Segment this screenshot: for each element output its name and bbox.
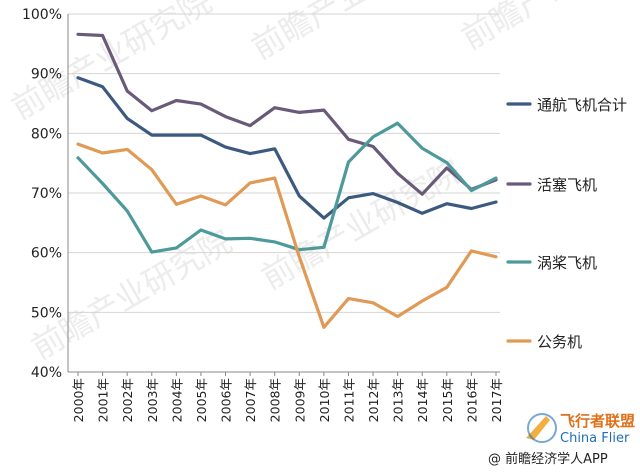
series-line-涡桨飞机 [76,121,498,254]
x-tick-label: 2000年 [71,378,86,422]
series-lines [76,32,498,329]
watermark-text: 前瞻产业研究院 [455,0,640,57]
x-tick-label: 2015年 [440,378,455,422]
axes [67,14,500,376]
watermark-text: 前瞻产业研究院 [245,0,458,67]
badge-title: 飞行者联盟 [560,412,635,430]
series-line-通航飞机合计 [76,76,498,220]
x-tick-label: 2012年 [366,378,381,422]
y-tick-label: 100% [22,7,62,23]
legend-label: 公务机 [537,333,582,351]
y-tick-label: 40% [31,365,62,381]
x-tick-label: 2008年 [268,378,283,422]
y-tick-labels: 40% 50% 60% 70% 80% 90% 100% [22,7,62,381]
x-tick-label: 2016年 [464,378,479,422]
watermark-text: 前瞻产业研究院 [25,222,238,367]
x-tick-label: 2001年 [96,378,111,422]
x-tick-label: 2007年 [243,378,258,422]
y-tick-label: 80% [31,126,62,142]
grid-lines [68,13,500,373]
x-tick-label: 2011年 [341,378,356,422]
series-line-公务机 [76,142,498,329]
legend-label: 通航飞机合计 [537,96,627,114]
y-tick-label: 60% [31,246,62,262]
x-tick-label: 2014年 [415,378,430,422]
x-tick-label: 2017年 [489,378,504,422]
x-tick-label: 2004年 [169,378,184,422]
footer-source: @ 前瞻经济学人APP [488,452,608,467]
legend-label: 活塞飞机 [537,176,597,194]
series-line-活塞飞机 [76,32,498,196]
x-tick-label: 2009年 [292,378,307,422]
x-tick-label: 2013年 [391,378,406,422]
badge-subtitle: China Flier [560,431,630,446]
plane-logo-icon: 飞行者联盟 China Flier [526,412,635,446]
y-tick-label: 90% [31,67,62,83]
x-tick-labels: 2000年 2001年 2002年 2003年 2004年 2005年 2006年 2007年… [71,378,504,422]
legend-label: 涡桨飞机 [537,254,597,272]
x-tick-label: 2005年 [194,378,209,422]
y-tick-label: 50% [31,305,62,321]
brand-badge: 飞行者联盟 China Flier [520,408,640,446]
x-tick-label: 2010年 [317,378,332,422]
x-tick-label: 2006年 [219,378,234,422]
x-tick-label: 2002年 [120,378,135,422]
y-tick-label: 70% [31,186,62,202]
x-tick-label: 2003年 [145,378,160,422]
